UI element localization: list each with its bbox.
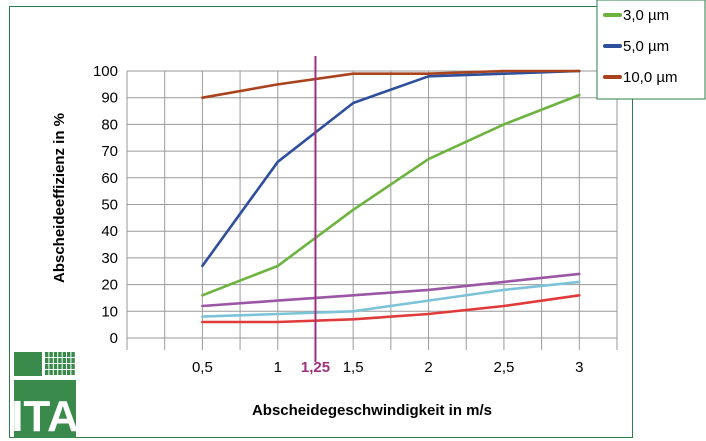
- logo-grid-cell: [53, 358, 58, 363]
- y-tick-50: 50: [101, 197, 118, 214]
- legend-label: 5,0 µm: [623, 38, 669, 55]
- series-line-unnamed-1: [201, 280, 581, 318]
- logo-grid-cell: [53, 352, 58, 357]
- legend-label: 3,0 µm: [623, 7, 669, 24]
- x-tick-labels: 0,5 1 1,5 2 2,5 3: [192, 359, 584, 376]
- legend: 3,0 µm 5,0 µm 10,0 µm: [596, 0, 706, 100]
- series-line-unnamed-2: [201, 272, 581, 308]
- logo-grid-cell: [49, 370, 53, 375]
- logo-grid-cell: [62, 364, 66, 369]
- logo-grid-cell: [49, 358, 53, 363]
- logo-text: ITA: [11, 392, 79, 441]
- logo-grid-cell: [67, 352, 71, 357]
- logo-grid-cell: [45, 358, 49, 363]
- logo-grid-cell: [45, 352, 49, 357]
- logo-grid-cell: [62, 352, 66, 357]
- y-tick-60: 60: [101, 170, 118, 187]
- series-line-3-0-m: [201, 93, 581, 297]
- logo-grid-cell: [45, 370, 49, 375]
- x-axis-title: Abscheidegeschwindigkeit in m/s: [252, 402, 492, 419]
- ita-logo: ITA: [11, 352, 79, 441]
- logo-grid-cell: [53, 370, 58, 375]
- y-tick-40: 40: [101, 223, 118, 240]
- logo-grid-cell: [45, 364, 49, 369]
- series-line-5-0-m: [201, 69, 581, 268]
- series-lines: [201, 69, 581, 324]
- logo-grid-cell: [67, 364, 71, 369]
- y-tick-20: 20: [101, 277, 118, 294]
- logo-grid-cell: [58, 364, 62, 369]
- logo-text-block: [14, 380, 76, 438]
- logo-grid-cell: [49, 352, 53, 357]
- legend-label: 10,0 µm: [623, 69, 678, 86]
- logo-grid-cell: [62, 370, 66, 375]
- x-tick-0,5: 0,5: [192, 359, 213, 376]
- logo-block-left: [14, 352, 42, 376]
- logo-grid-cell: [71, 352, 75, 357]
- x-tick-2,5: 2,5: [493, 359, 514, 376]
- logo-grid-cell: [67, 358, 71, 363]
- y-tick-100: 100: [93, 63, 118, 80]
- x-tick-1: 1: [274, 359, 282, 376]
- logo-grid-cell: [62, 358, 66, 363]
- logo-divider: [42, 352, 44, 376]
- logo-grid-cell: [58, 370, 62, 375]
- series-line-10-0-m: [201, 69, 581, 99]
- x-tick-1,5: 1,5: [343, 359, 364, 376]
- x-tick-2: 2: [424, 359, 432, 376]
- gridlines: [126, 70, 618, 350]
- y-tick-10: 10: [101, 303, 118, 320]
- y-tick-80: 80: [101, 116, 118, 133]
- y-axis-title: Abscheideeffizienz in %: [51, 113, 68, 283]
- logo-grid-cell: [67, 370, 71, 375]
- logo-grid-cell: [58, 352, 62, 357]
- series-line-unnamed-0: [201, 293, 581, 324]
- logo-grid-cell: [53, 364, 58, 369]
- velocity-marker: 1,25: [301, 56, 330, 376]
- x-tick-3: 3: [575, 359, 583, 376]
- y-tick-30: 30: [101, 250, 118, 267]
- y-tick-labels: 0 10 20 30 40 50 60 70 80 90 100: [93, 63, 118, 347]
- marker-label: 1,25: [301, 359, 330, 376]
- y-tick-90: 90: [101, 90, 118, 107]
- y-tick-0: 0: [110, 330, 118, 347]
- logo-grid-cell: [58, 358, 62, 363]
- logo-grid-cell: [49, 364, 53, 369]
- logo-grid-cell: [71, 364, 75, 369]
- y-tick-70: 70: [101, 143, 118, 160]
- chart-frame: [9, 6, 633, 438]
- logo-grid-cell: [71, 358, 75, 363]
- logo-grid-cell: [71, 370, 75, 375]
